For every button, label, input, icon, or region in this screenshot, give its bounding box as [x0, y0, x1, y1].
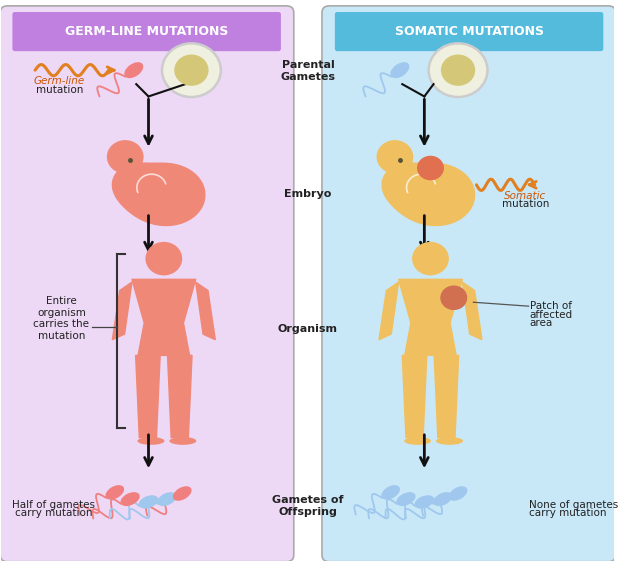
Ellipse shape	[139, 495, 158, 509]
Polygon shape	[382, 163, 474, 225]
Text: Organism: Organism	[278, 324, 338, 333]
Text: Embryo: Embryo	[284, 189, 331, 200]
Text: GERM-LINE MUTATIONS: GERM-LINE MUTATIONS	[65, 25, 228, 38]
Text: mutation: mutation	[502, 200, 549, 210]
Circle shape	[174, 55, 209, 86]
Text: mutation: mutation	[36, 85, 83, 95]
Ellipse shape	[157, 492, 177, 506]
Text: area: area	[530, 318, 553, 328]
Polygon shape	[403, 355, 427, 438]
Circle shape	[107, 140, 144, 174]
Text: Germ-line: Germ-line	[34, 76, 85, 87]
Text: Gametes of
Offspring: Gametes of Offspring	[272, 495, 343, 516]
Text: affected: affected	[530, 310, 573, 320]
Text: Parental
Gametes: Parental Gametes	[280, 61, 335, 82]
Circle shape	[146, 242, 183, 275]
Text: carry mutation: carry mutation	[15, 508, 92, 518]
Polygon shape	[462, 282, 482, 339]
Ellipse shape	[391, 62, 410, 78]
Ellipse shape	[449, 486, 467, 501]
Polygon shape	[132, 279, 196, 355]
Circle shape	[440, 285, 467, 310]
Polygon shape	[167, 355, 192, 438]
Ellipse shape	[433, 492, 452, 506]
Polygon shape	[113, 282, 132, 339]
Ellipse shape	[436, 437, 463, 445]
Ellipse shape	[404, 437, 431, 445]
Circle shape	[377, 140, 413, 174]
FancyBboxPatch shape	[13, 12, 281, 51]
Ellipse shape	[137, 437, 165, 445]
Polygon shape	[113, 163, 205, 225]
Ellipse shape	[120, 492, 140, 506]
Text: Somatic: Somatic	[504, 191, 546, 201]
Text: SOMATIC MUTATIONS: SOMATIC MUTATIONS	[394, 25, 544, 38]
Circle shape	[441, 55, 475, 86]
Text: Half of gametes: Half of gametes	[12, 500, 95, 510]
Polygon shape	[135, 355, 160, 438]
Circle shape	[429, 43, 487, 97]
Text: Patch of: Patch of	[530, 301, 572, 311]
FancyBboxPatch shape	[322, 6, 616, 562]
Polygon shape	[196, 282, 216, 339]
Ellipse shape	[124, 62, 143, 78]
Circle shape	[412, 242, 449, 275]
Circle shape	[417, 156, 444, 180]
Ellipse shape	[396, 492, 415, 506]
Ellipse shape	[106, 485, 124, 500]
FancyBboxPatch shape	[0, 6, 294, 562]
Ellipse shape	[169, 437, 197, 445]
Polygon shape	[434, 355, 459, 438]
FancyBboxPatch shape	[335, 12, 604, 51]
Circle shape	[162, 43, 221, 97]
Ellipse shape	[382, 485, 400, 500]
Text: None of gametes: None of gametes	[529, 500, 618, 510]
Text: carry mutation: carry mutation	[529, 508, 606, 518]
Ellipse shape	[173, 486, 191, 501]
Polygon shape	[379, 282, 399, 339]
Ellipse shape	[415, 495, 434, 509]
Text: Entire
organism
carries the
mutation: Entire organism carries the mutation	[34, 296, 90, 341]
Polygon shape	[399, 279, 462, 355]
